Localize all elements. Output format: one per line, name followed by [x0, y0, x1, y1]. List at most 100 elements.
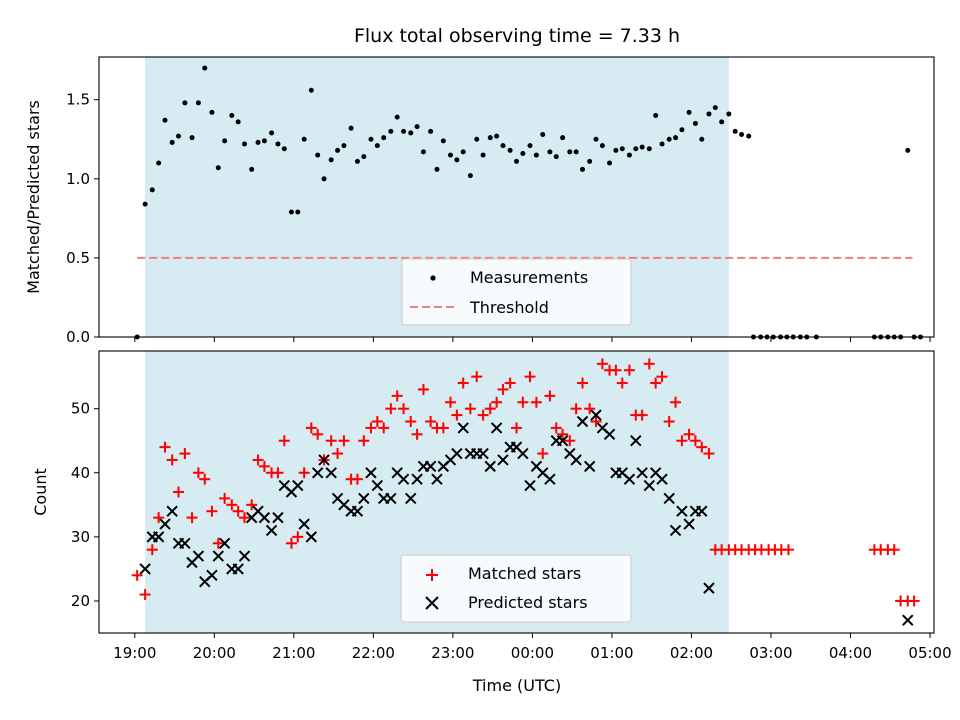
matched-star-point-15 — [232, 505, 244, 517]
matched-star-point-70 — [596, 358, 608, 370]
matched-star-point-19 — [258, 460, 270, 472]
predicted-star-point-15 — [238, 550, 251, 562]
measurement-point-26 — [308, 87, 314, 93]
matched-star-point-84 — [689, 435, 701, 447]
x-tick-label: 04:00 — [829, 644, 872, 662]
top-y-ticks: 0.0 0.5 1.0 1.5 — [66, 91, 99, 346]
measurement-point-42 — [414, 124, 420, 130]
predicted-star-point-53 — [490, 422, 503, 434]
measurement-point-76 — [639, 144, 645, 150]
predicted-star-point-0 — [139, 563, 151, 575]
matched-star-point-105 — [908, 595, 920, 607]
matched-star-point-48 — [451, 409, 463, 421]
measurement-point-16 — [242, 141, 248, 147]
predicted-star-point-37 — [385, 492, 397, 505]
matched-star-point-10 — [199, 473, 211, 485]
measurement-point-70 — [599, 143, 605, 149]
predicted-star-point-80 — [669, 524, 682, 537]
measurement-point-59 — [527, 143, 533, 149]
matched-star-point-1 — [139, 589, 151, 601]
measurement-point-12 — [215, 165, 221, 171]
measurement-point-33 — [354, 158, 360, 164]
measurement-point-81 — [673, 135, 679, 141]
top-axes-frame — [98, 56, 935, 338]
matched-star-point-27 — [312, 428, 324, 440]
measurement-point-20 — [269, 130, 275, 136]
predicted-legend-label: Predicted stars — [468, 593, 588, 612]
matched-star-point-83 — [683, 428, 695, 440]
bottom-y-ticks: 20 30 40 50 — [71, 400, 99, 610]
matched-star-point-2 — [146, 544, 158, 556]
predicted-star-point-58 — [524, 479, 536, 492]
measurement-point-43 — [420, 149, 426, 155]
predicted-star-point-52 — [484, 460, 496, 473]
y-tick-label: 1.5 — [66, 91, 90, 109]
predicted-star-point-82 — [683, 518, 695, 530]
matched-star-point-23 — [285, 537, 297, 549]
measurement-point-37 — [381, 135, 387, 141]
predicted-star-point-26 — [311, 467, 324, 479]
matched-star-point-68 — [584, 403, 596, 415]
measurement-point-49 — [460, 149, 466, 155]
measurement-point-29 — [328, 157, 334, 163]
predicted-star-point-28 — [325, 467, 337, 479]
measurement-point-2 — [149, 187, 155, 193]
measurement-point-66 — [573, 149, 579, 155]
measurement-point-18 — [255, 139, 261, 145]
predicted-star-point-65 — [570, 454, 582, 466]
measurement-point-5 — [169, 139, 175, 145]
y-tick-label: 20 — [71, 592, 90, 610]
measurement-point-24 — [295, 209, 301, 215]
measurement-point-53 — [487, 135, 493, 141]
measurement-point-83 — [686, 109, 692, 115]
predicted-star-point-25 — [305, 531, 318, 543]
predicted-star-point-3 — [159, 518, 171, 530]
predicted-star-point-54 — [497, 454, 509, 466]
matched-star-point-60 — [530, 396, 542, 408]
measurement-point-50 — [467, 173, 473, 179]
predicted-star-point-27 — [318, 454, 330, 466]
x-tick-label: 01:00 — [590, 644, 633, 662]
measurement-point-10 — [202, 65, 208, 71]
matched-star-point-59 — [524, 371, 536, 383]
top-x-ticks — [134, 337, 931, 342]
matched-star-point-33 — [351, 473, 363, 485]
matched-star-point-31 — [338, 435, 350, 447]
predicted-star-point-66 — [576, 415, 589, 428]
matched-star-point-62 — [544, 390, 556, 402]
chart-title: Flux total observing time = 7.33 h — [354, 25, 680, 47]
matched-star-point-55 — [497, 383, 509, 395]
matched-star-point-53 — [484, 403, 496, 415]
matched-stars-points — [131, 358, 920, 607]
matched-star-point-76 — [636, 409, 648, 421]
x-tick-label: 22:00 — [352, 644, 395, 662]
measurement-point-89 — [726, 111, 732, 117]
measurement-point-30 — [335, 147, 341, 153]
matched-star-point-13 — [219, 492, 231, 504]
matched-star-point-6 — [173, 486, 185, 498]
measurement-point-38 — [388, 128, 394, 134]
measurement-point-85 — [699, 136, 705, 142]
measurement-point-67 — [580, 166, 586, 172]
matched-star-point-47 — [444, 396, 456, 408]
measurement-point-25 — [301, 136, 307, 142]
matched-star-point-9 — [192, 467, 204, 479]
measurement-point-88 — [719, 119, 725, 125]
threshold-legend-label: Threshold — [469, 298, 549, 317]
measurement-point-54 — [494, 133, 500, 139]
matched-star-point-0 — [131, 569, 143, 581]
top-legend-box — [401, 258, 632, 326]
predicted-star-point-41 — [411, 473, 423, 485]
measurement-point-35 — [368, 136, 374, 142]
measurement-point-62 — [547, 149, 553, 155]
matched-star-point-86 — [703, 448, 715, 460]
y-tick-label: 1.0 — [66, 170, 90, 188]
predicted-star-point-14 — [232, 563, 244, 575]
top-panel: 0.0 0.5 1.0 1.5 Matched/Predicted stars Mea… — [24, 56, 935, 346]
x-tick-label: 20:00 — [193, 644, 236, 662]
measurement-point-11 — [209, 109, 215, 115]
matched-star-point-42 — [411, 428, 423, 440]
predicted-star-point-85 — [703, 582, 715, 594]
matched-star-point-73 — [616, 377, 628, 389]
